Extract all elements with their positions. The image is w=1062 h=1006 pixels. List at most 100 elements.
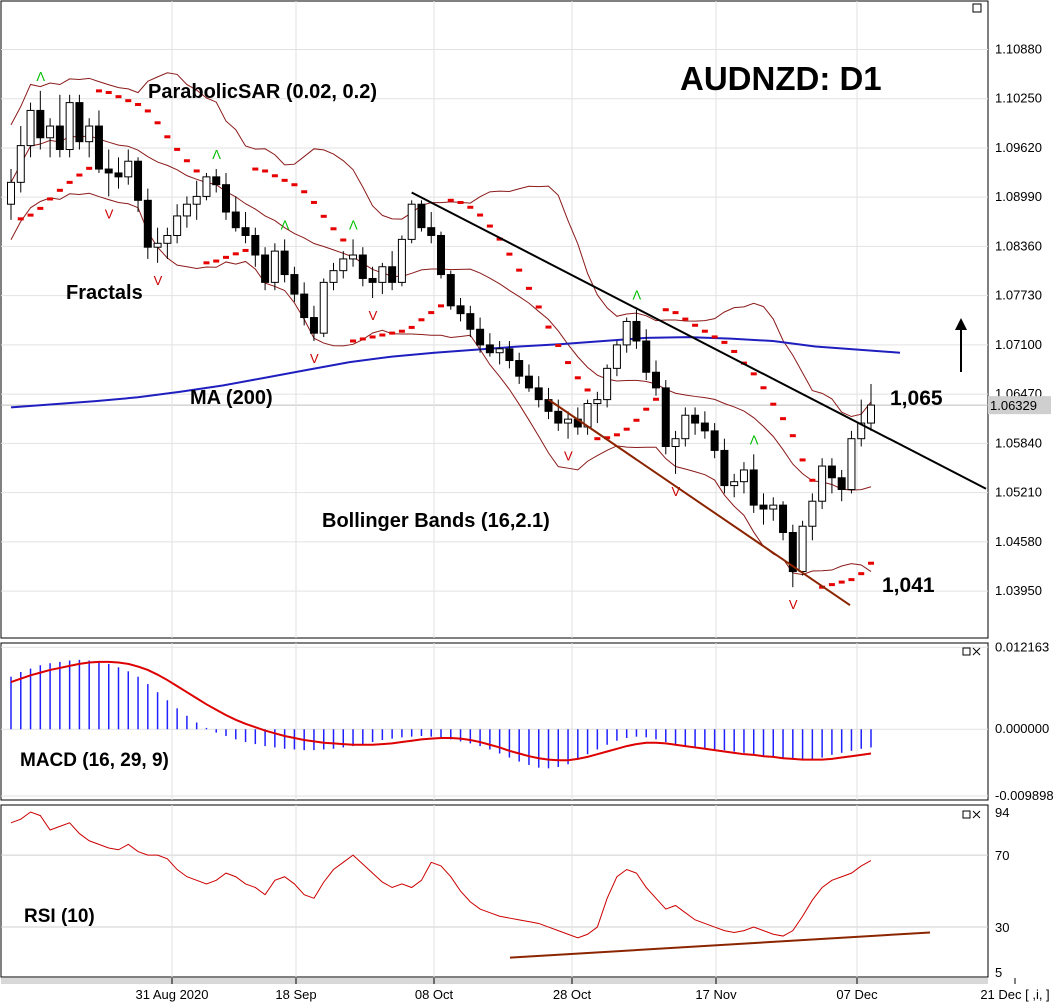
candle-body — [407, 203, 416, 240]
window-maximize-icon[interactable] — [972, 3, 982, 13]
macd-tick-label: 0.012163 — [995, 639, 1049, 654]
price-tick-label: 1.07730 — [995, 288, 1042, 303]
sar-dot — [662, 308, 669, 312]
candle-body — [231, 211, 240, 229]
sar-dot — [613, 433, 620, 437]
macd-panel: MACD (16, 29, 9) — [0, 642, 989, 801]
sar-dot — [340, 238, 347, 242]
candle-body — [437, 234, 445, 276]
sar-dot — [486, 224, 493, 228]
date-axis: 31 Aug 2020 18 Sep 08 Oct 28 Oct 17 Nov 07 De… — [1, 978, 1050, 1002]
candle-body — [739, 469, 748, 483]
candle-body — [798, 525, 807, 573]
candle-body — [769, 504, 778, 510]
fractal-down-icon: V — [310, 351, 319, 366]
price-axis: 1.10880 1.10250 1.09620 1.08990 1.08360 1.077… — [988, 41, 1051, 598]
sar-label: ParabolicSAR (0.02, 0.2) — [148, 81, 377, 103]
sar-dot — [164, 135, 171, 139]
sar-dot — [213, 259, 220, 263]
sar-dot — [565, 361, 572, 365]
macd-label: MACD (16, 29, 9) — [20, 750, 169, 771]
sar-dot — [379, 333, 386, 337]
sar-dot — [623, 427, 630, 431]
sar-dot — [330, 227, 337, 231]
macd-histogram — [10, 659, 872, 769]
sar-dot — [242, 248, 249, 252]
sar-dot — [301, 190, 308, 194]
sar-dot — [770, 402, 777, 406]
sar-dot — [506, 252, 513, 256]
macd-window-controls-icon[interactable] — [962, 647, 981, 656]
macd-axis: 0.012163 0.000000 -0.009898 — [995, 639, 1054, 803]
fractal-down-icon: V — [564, 449, 573, 464]
rsi-trendline — [509, 931, 931, 959]
up-arrow-icon — [955, 318, 967, 372]
candle-body — [779, 504, 788, 533]
fractal-up-icon: Λ — [212, 147, 221, 162]
candle-body — [632, 320, 641, 342]
sar-dot — [144, 109, 151, 113]
sar-dot — [398, 329, 405, 333]
sar-dot — [535, 305, 542, 309]
candle-body — [65, 102, 74, 151]
candle-body — [319, 281, 328, 334]
sar-dot — [682, 317, 689, 321]
candle-body — [456, 305, 465, 315]
candle-body — [349, 254, 358, 260]
sar-dot — [496, 237, 503, 241]
current-price-label: 1.06329 — [990, 398, 1037, 413]
sar-dot — [653, 397, 659, 401]
candle-body — [515, 360, 524, 377]
candle-body — [720, 449, 729, 487]
price-tick-label: 1.08990 — [995, 189, 1042, 204]
sar-dot — [271, 174, 278, 178]
candle-body — [378, 266, 387, 283]
trendlines — [411, 191, 987, 606]
candle-body — [368, 277, 377, 283]
sar-dot — [408, 325, 415, 329]
sar-dot — [701, 329, 708, 333]
sar-dot — [643, 407, 650, 411]
sar-dot — [232, 252, 239, 256]
sar-dot — [183, 159, 190, 163]
macd-tick-label: 0.000000 — [995, 721, 1049, 736]
fractal-up-icon: Λ — [632, 288, 641, 303]
fractal-down-icon: V — [105, 206, 114, 221]
price-grid — [1, 1, 988, 638]
date-label: 28 Oct — [553, 987, 592, 1002]
sar-dot — [389, 331, 396, 335]
macd-tick-label: -0.009898 — [995, 788, 1054, 803]
candle-body — [104, 168, 113, 174]
sar-dot — [105, 91, 112, 95]
rsi-window-controls-icon[interactable] — [962, 810, 981, 819]
candle-body — [476, 328, 485, 346]
candle-body — [163, 234, 172, 244]
support-trendline — [547, 398, 851, 606]
candle-body — [564, 418, 573, 424]
candle-body — [857, 422, 866, 440]
candle-body — [534, 387, 543, 401]
rsi-line — [10, 811, 872, 939]
candle-body — [85, 125, 94, 143]
date-label: 31 Aug 2020 — [135, 987, 208, 1002]
fractal-down-icon: V — [789, 597, 798, 612]
candle-body — [290, 274, 299, 295]
sar-dot — [418, 318, 425, 322]
candle-body — [749, 469, 758, 506]
rsi-tick-label: 94 — [995, 805, 1009, 820]
candle-body — [710, 430, 719, 451]
date-label: 07 Dec — [836, 987, 878, 1002]
date-label: 08 Oct — [415, 987, 454, 1002]
sar-dot — [809, 478, 816, 482]
sar-dot — [310, 200, 317, 204]
candle-body — [466, 313, 475, 330]
candle-body — [837, 477, 846, 490]
sar-dot — [750, 372, 757, 376]
candle-body — [642, 340, 651, 373]
sar-dot — [447, 198, 454, 202]
sar-dot — [731, 349, 738, 353]
target-low-label: 1,041 — [882, 574, 935, 597]
candle-body — [46, 125, 55, 139]
sar-dot — [868, 561, 874, 565]
